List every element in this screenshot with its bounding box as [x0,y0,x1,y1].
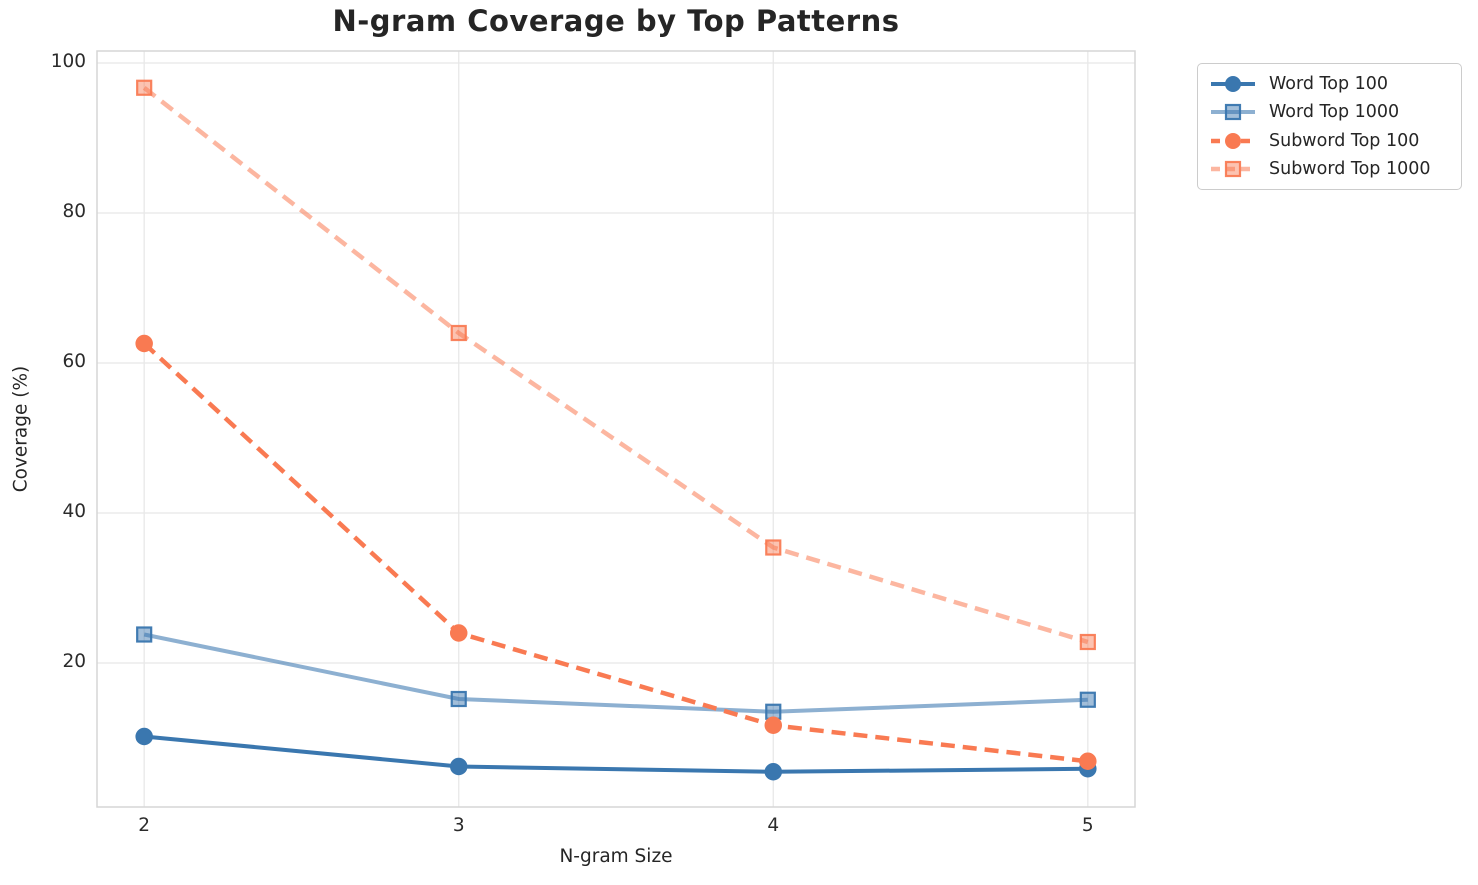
series-line-word-top-1000 [143,632,1088,714]
circle-marker [449,757,468,776]
legend-label: Subword Top 1000 [1269,158,1431,179]
circle-marker [135,727,153,746]
circle-marker [135,334,153,353]
square-marker [450,324,467,342]
circle-marker [1079,752,1097,770]
legend-label: Subword Top 100 [1269,130,1420,151]
series-line-subword-top-100 [142,341,1089,764]
y-tick-label: 80 [62,201,86,222]
x-axis-label: N-gram Size [559,846,673,867]
chart-title: N-gram Coverage by Top Patterns [332,4,900,38]
square-marker [136,79,153,96]
legend-label: Word Top 100 [1269,74,1389,95]
square-marker [450,690,467,708]
legend-item-subword-top-100: Subword Top 100 [1210,130,1453,152]
legend-swatch-solid-square [1211,104,1255,121]
series-line-word-top-100 [144,734,1088,774]
y-axis-label: Coverage (%) [10,365,32,493]
legend-swatch-dashed-circle [1211,132,1255,149]
square-marker [1079,691,1096,708]
legend-swatch-solid-circle [1211,76,1255,93]
circle-marker [449,624,468,642]
y-tick-label: 40 [62,501,86,522]
y-tick-label: 100 [50,51,86,72]
y-tick-label: 60 [62,351,86,372]
x-tick-label: 2 [138,815,151,836]
x-tick-label: 5 [1081,815,1094,836]
square-marker [136,626,153,643]
y-tick-label: 20 [62,651,86,672]
circle-marker [764,763,783,781]
legend-item-word-top-100: Word Top 100 [1210,73,1453,95]
legend-item-subword-top-1000: Subword Top 1000 [1210,158,1453,180]
legend-label: Word Top 1000 [1269,102,1400,123]
x-tick-label: 4 [767,815,780,836]
square-marker [1079,633,1096,651]
x-tick-label: 3 [452,815,465,836]
legend-swatch-dashed-square [1211,160,1255,177]
legend-item-word-top-1000: Word Top 1000 [1210,101,1453,123]
legend: Word Top 100 Word Top 1000 Subword Top 100… [1197,63,1462,190]
series-line-subword-top-1000 [142,86,1089,645]
circle-marker [764,716,783,734]
square-marker [765,539,782,556]
axes-frame [96,50,1136,808]
